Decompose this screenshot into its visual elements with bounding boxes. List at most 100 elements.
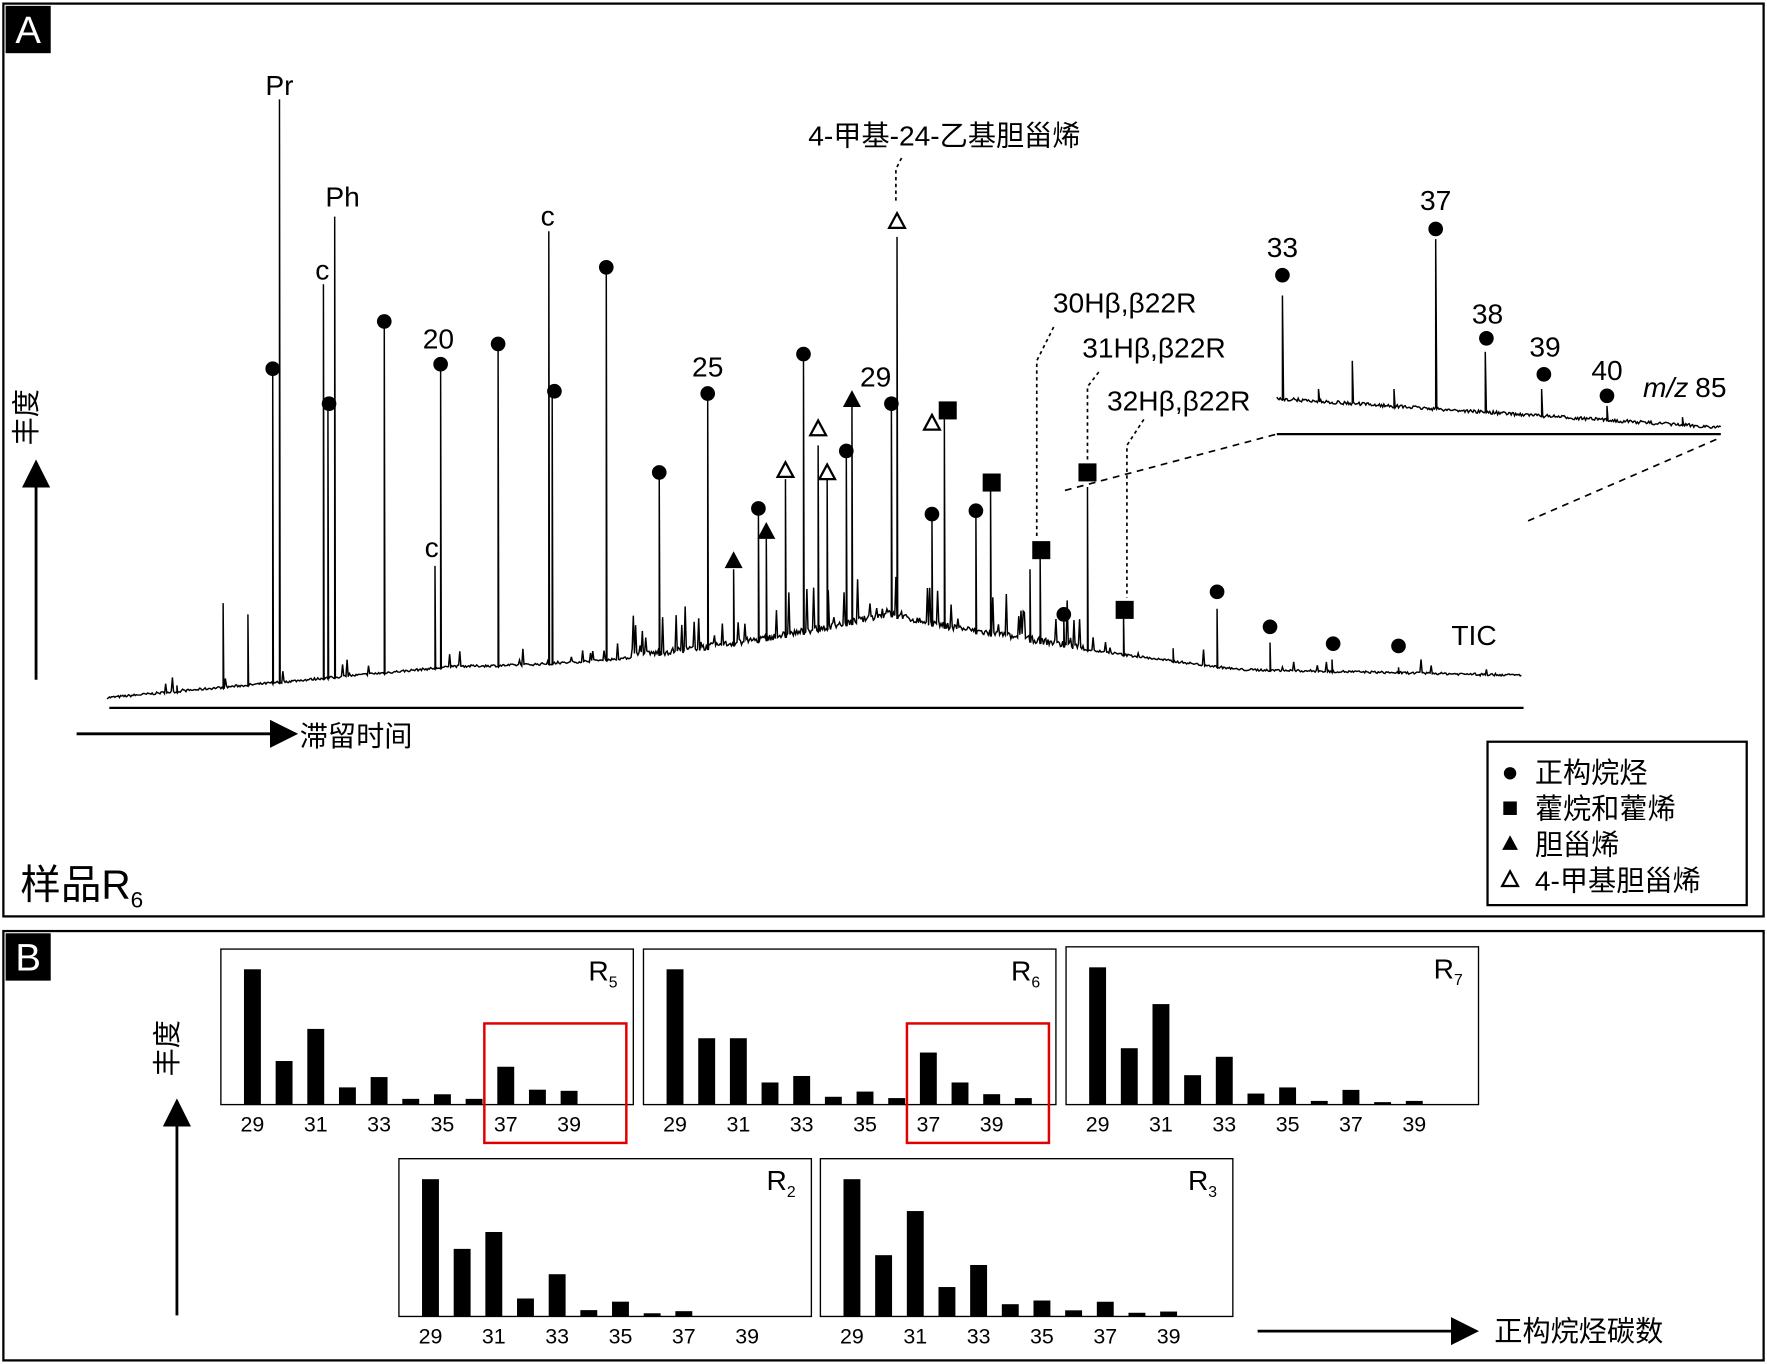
highlight-box (905, 1022, 1051, 1145)
bar (970, 1264, 988, 1317)
chart-name: R (1011, 955, 1031, 987)
x-tick-label: 39 (980, 1113, 1004, 1137)
n-alkane-symbol (838, 443, 854, 459)
panel-a-frame (2, 2, 1765, 918)
x-tick-label: 31 (1149, 1113, 1173, 1137)
n-alkane-symbol (376, 314, 392, 329)
chart-title: R7 (1434, 952, 1463, 989)
sample-name: 样品R (20, 861, 130, 907)
bar (856, 1091, 874, 1105)
x-axis-label: 滞留时间 (300, 720, 413, 752)
bar (843, 1179, 861, 1317)
hopane-symbol (1032, 541, 1051, 560)
bar (824, 1096, 842, 1105)
x-tick-label: 33 (545, 1324, 569, 1348)
bar (888, 1098, 906, 1105)
hopane-symbol (982, 473, 1001, 492)
bar (666, 969, 684, 1105)
inset-label: 40 (1591, 354, 1622, 386)
x-tick-label: 31 (482, 1324, 506, 1348)
bar (1374, 1102, 1392, 1105)
highlight-box (483, 1022, 628, 1145)
y-axis-label: 丰度 (151, 1020, 183, 1076)
chart-title: R6 (1011, 955, 1040, 992)
mz-text: m/z (1643, 371, 1688, 403)
n-alkane-symbol (651, 465, 667, 480)
bar (548, 1274, 566, 1317)
bar (580, 1310, 598, 1317)
bar (1033, 1300, 1051, 1317)
sterene-symbol (724, 551, 743, 569)
bar (275, 1061, 293, 1105)
x-tick-label: 37 (494, 1113, 518, 1137)
inset-mz: m/z 85 (1643, 371, 1726, 403)
x-tick-label: 33 (367, 1113, 391, 1137)
inset-label: 38 (1472, 298, 1503, 330)
panel-a-label: A (15, 9, 41, 52)
n-alkane-symbol (700, 386, 716, 401)
bar (1120, 1048, 1138, 1105)
trace-label: TIC (1451, 619, 1496, 651)
sample-label: 样品R6 (20, 861, 143, 912)
peak-label: c (425, 531, 439, 563)
y-axis-label: 丰度 (10, 389, 42, 445)
bar (560, 1090, 578, 1105)
x-tick-label: 31 (726, 1113, 750, 1137)
chart-subscript: 2 (787, 1184, 796, 1201)
chart-name: R (588, 955, 608, 987)
x-tick-label: 39 (1402, 1113, 1426, 1137)
x-tick-label: 39 (1157, 1324, 1181, 1348)
x-tick-label: 37 (916, 1113, 940, 1137)
chart-frame (398, 1158, 813, 1318)
bar (1160, 1311, 1178, 1317)
x-tick-label: 33 (1212, 1113, 1236, 1137)
methylsterene-symbol (817, 462, 837, 481)
peak-label: c (541, 200, 555, 232)
mz-value: 85 (1695, 371, 1726, 403)
x-axis-label: 正构烷烃碳数 (1494, 1315, 1663, 1347)
inset-label: 39 (1529, 330, 1560, 362)
n-alkane-symbol (1262, 619, 1278, 635)
n-alkane-symbol (1391, 638, 1406, 654)
bar (1279, 1087, 1297, 1105)
bar (906, 1211, 924, 1317)
bar (983, 1094, 1001, 1105)
x-tick-label: 29 (241, 1113, 265, 1137)
chart-title: R2 (766, 1164, 795, 1201)
x-tick-label: 29 (419, 1324, 443, 1348)
bar (1001, 1304, 1019, 1317)
n-alkane-symbol (1056, 607, 1072, 622)
x-tick-label: 29 (840, 1324, 864, 1348)
chart-frame (1065, 946, 1480, 1106)
bar (402, 1098, 420, 1105)
chart-subscript: 6 (1031, 974, 1040, 991)
panel-b-label: B (15, 936, 41, 979)
bar (951, 1082, 969, 1105)
methylsterene-symbol (887, 210, 907, 229)
peak-label: 29 (860, 361, 891, 393)
bar (370, 1077, 388, 1105)
x-tick-label: 31 (903, 1324, 927, 1348)
n-alkane-symbol (598, 259, 614, 275)
peak-label: c (315, 254, 329, 286)
chart-subscript: 7 (1454, 972, 1463, 989)
n-alkane-symbol (1209, 584, 1225, 600)
bar (919, 1052, 937, 1105)
n-alkane-symbol (1599, 388, 1615, 404)
hopane-symbol (938, 401, 957, 420)
bar (465, 1098, 483, 1105)
n-alkane-symbol (968, 503, 984, 519)
n-alkane-symbol (547, 383, 562, 399)
bar (643, 1313, 661, 1317)
tic-trace (106, 99, 1522, 700)
x-tick-label: 37 (1339, 1113, 1363, 1137)
n-alkane-symbol (1479, 330, 1494, 346)
peak-label: Pr (265, 69, 293, 101)
chart-title: R5 (588, 955, 617, 992)
bar (338, 1087, 356, 1105)
methylsterene-symbol (808, 418, 828, 437)
inset-label: 37 (1420, 184, 1451, 216)
x-tick-label: 35 (1276, 1113, 1300, 1137)
panel-a-badge (5, 5, 51, 54)
